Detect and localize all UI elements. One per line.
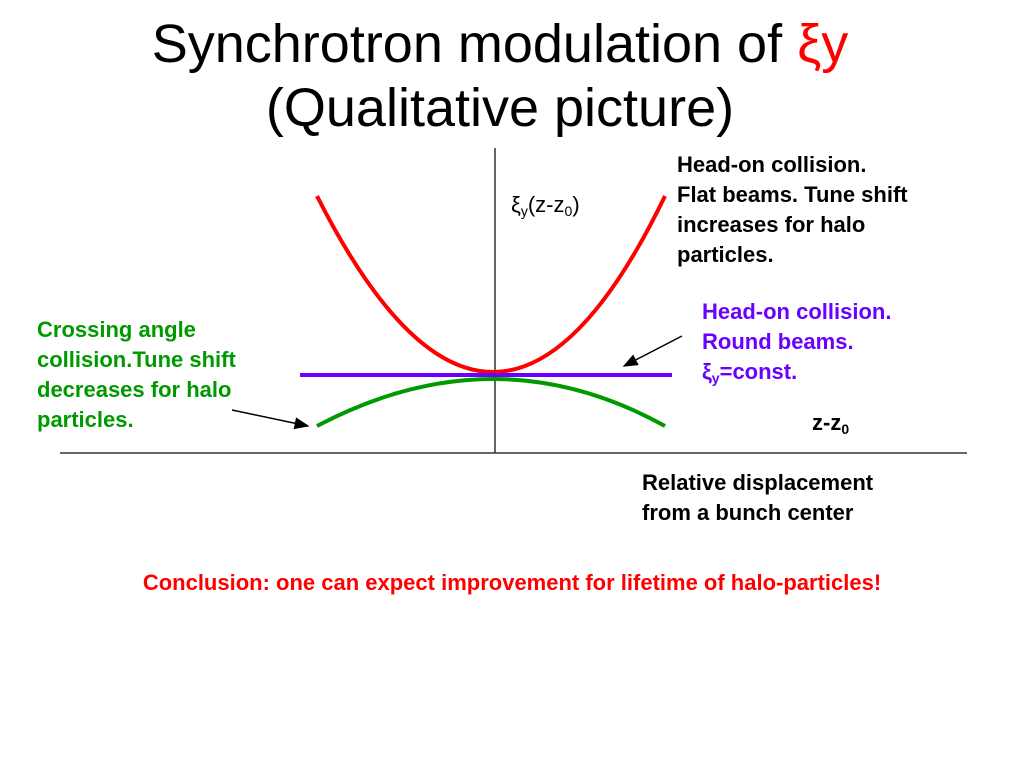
round-line-2: Round beams. [702,329,854,354]
flat-beams-note: Head-on collision. Flat beams. Tune shif… [677,150,908,270]
x-axis-sub: 0 [841,421,850,437]
y-axis-end: ) [572,192,580,217]
y-axis-symbol: ξ [511,192,521,217]
x-axis-label: z-z0 [812,410,849,437]
title-prefix: Synchrotron modulation of [151,14,798,74]
conclusion-text: Conclusion: one can expect improvement f… [142,570,882,595]
flat-line-1: Head-on collision. [677,152,867,177]
cross-line-1: Crossing angle [37,317,196,342]
round-line-1: Head-on collision. [702,299,892,324]
rel-line-2: from a bunch center [642,500,854,525]
arrow-round-beams [622,335,683,367]
slide-title: Synchrotron modulation of ξy (Qualitativ… [0,12,1000,140]
cross-line-2: collision.Tune shift [37,347,236,372]
title-line-1: Synchrotron modulation of ξy [0,12,1000,76]
flat-line-4: particles. [677,242,774,267]
rel-line-1: Relative displacement [642,470,874,495]
flat-beams-curve [315,195,667,374]
arrow-crossing [231,409,310,430]
flat-line-2: Flat beams. Tune shift [677,182,908,207]
flat-line-3: increases for halo [677,212,866,237]
cross-line-3: decreases for halo [37,377,232,402]
crossing-angle-curve [316,377,666,428]
x-axis-main: z-z [812,410,842,435]
crossing-angle-note: Crossing angle collision.Tune shift decr… [37,315,236,435]
y-axis-sub2: 0 [564,203,573,219]
title-symbol: ξy [797,14,849,74]
relative-displacement-note: Relative displacement from a bunch cente… [642,468,873,528]
y-axis-mid: (z-z [527,192,565,217]
round-beams-note: Head-on collision. Round beams. ξy=const… [702,297,891,393]
round-line-3: ξy=const. [702,357,891,393]
cross-line-4: particles. [37,407,134,432]
round-rest: =const. [719,359,798,384]
round-symbol: ξ [702,359,712,384]
y-axis-sub1: y [520,203,528,219]
title-line-2: (Qualitative picture) [265,78,735,138]
y-axis-label: ξy(z-z0) [511,192,580,219]
round-sub: y [711,370,720,386]
